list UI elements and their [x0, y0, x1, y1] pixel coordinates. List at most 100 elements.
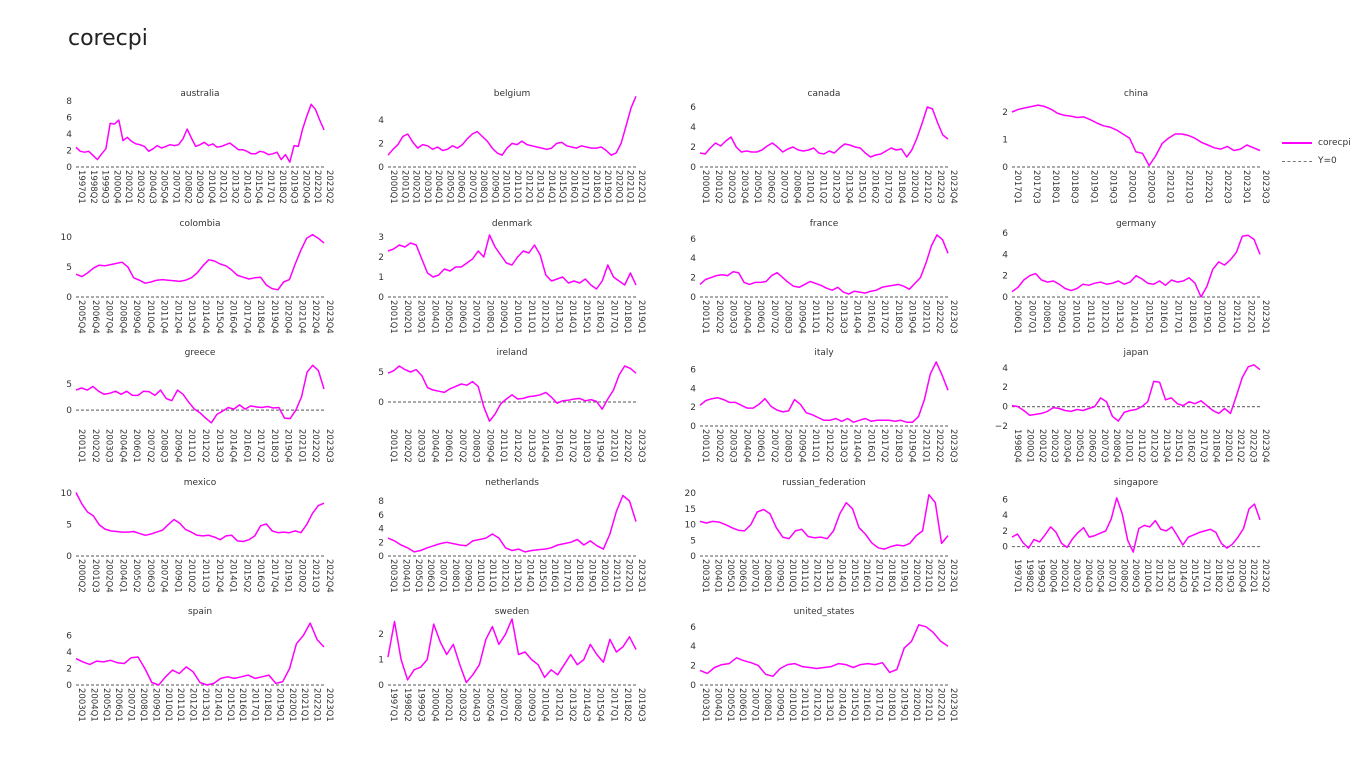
- x-tick-label: 2021Q1: [920, 429, 930, 463]
- x-tick-label: 2006Q3: [145, 559, 155, 593]
- x-tick-label: 2022Q4: [310, 300, 320, 334]
- x-tick-label: 2015Q1: [1143, 300, 1153, 334]
- x-tick-label: 2022Q3: [1248, 429, 1258, 463]
- y-tick-label: 0: [1002, 403, 1008, 413]
- y-tick-label: 0: [1002, 293, 1008, 303]
- x-tick-label: 2005Q1: [1074, 429, 1084, 463]
- y-tick-label: 0: [378, 681, 384, 691]
- x-tick-label: 2023Q1: [1260, 300, 1270, 334]
- x-tick-label: 1998Q2: [1024, 559, 1034, 593]
- x-tick-label: 2006Q1: [443, 429, 453, 463]
- x-tick-label: 2017Q1: [874, 559, 884, 593]
- x-tick-label: 2009Q1: [774, 688, 784, 722]
- x-tick-label: 2013Q3: [526, 429, 536, 463]
- series-line-corecpi: [699, 624, 949, 678]
- x-tick-label: 2009Q4: [172, 429, 182, 463]
- series-line-corecpi: [1011, 497, 1261, 553]
- subplot-title: netherlands: [485, 478, 539, 488]
- x-tick-label: 2016Q3: [255, 559, 265, 593]
- x-tick-label: 2003Q1: [76, 688, 86, 722]
- x-tick-label: 2017Q2: [567, 429, 577, 463]
- x-tick-label: 2001Q2: [713, 170, 723, 204]
- x-tick-label: 2018Q3: [1069, 170, 1079, 204]
- x-tick-label: 2015Q1: [857, 170, 867, 204]
- x-tick-label: 2007Q2: [145, 429, 155, 463]
- x-tick-label: 2018Q2: [277, 170, 287, 204]
- x-tick-label: 2012Q1: [1154, 559, 1164, 593]
- page-title: corecpi: [68, 26, 148, 51]
- series-line-corecpi: [699, 234, 949, 295]
- x-tick-label: 1998Q2: [402, 688, 412, 722]
- y-tick-label: 6: [66, 632, 72, 642]
- y-tick-label: 2: [378, 139, 384, 149]
- y-tick-label: 4: [1002, 511, 1008, 521]
- y-tick-label: 0: [690, 293, 696, 303]
- y-tick-label: 20: [685, 489, 697, 499]
- x-tick-label: 2017Q1: [250, 688, 260, 722]
- x-tick-label: 2021Q1: [296, 429, 306, 463]
- x-tick-label: 2004Q4: [741, 300, 751, 334]
- legend-item-corecpi[interactable]: corecpi: [1282, 134, 1351, 152]
- x-tick-label: 2005Q4: [484, 688, 494, 722]
- x-tick-label: 2011Q2: [1136, 429, 1146, 463]
- x-tick-label: 2016Q1: [549, 559, 559, 593]
- x-tick-label: 2020Q3: [1146, 170, 1156, 204]
- x-tick-label: 2008Q2: [182, 170, 192, 204]
- x-tick-label: 2012Q1: [218, 170, 228, 204]
- x-tick-label: 2007Q2: [769, 429, 779, 463]
- y-tick-label: 1: [378, 273, 384, 283]
- series-line-corecpi: [699, 106, 949, 158]
- x-tick-label: 2008Q1: [1041, 300, 1051, 334]
- subplot-united_states: united_states 0 2 4 6 2003Q1 2004Q1 2005Q1 2006Q…: [690, 607, 958, 722]
- x-tick-label: 2011Q1: [487, 559, 497, 593]
- x-tick-label: 2022Q1: [1203, 170, 1213, 204]
- x-tick-label: 2011Q1: [175, 688, 185, 722]
- x-tick-label: 2014Q3: [1177, 559, 1187, 593]
- x-tick-label: 2019Q1: [898, 688, 908, 722]
- x-tick-label: 2023Q1: [1241, 170, 1251, 204]
- x-tick-label: 2017Q1: [608, 688, 618, 722]
- x-tick-label: 2016Q1: [865, 300, 875, 334]
- x-tick-label: 2010Q1: [163, 688, 173, 722]
- x-tick-label: 2012Q1: [1100, 300, 1110, 334]
- x-tick-label: 2006Q2: [1086, 429, 1096, 463]
- x-tick-label: 2023Q3: [948, 300, 958, 334]
- x-tick-label: 2007Q1: [126, 688, 136, 722]
- x-tick-label: 2007Q2: [457, 429, 467, 463]
- x-tick-label: 2014Q4: [200, 300, 210, 334]
- y-tick-label: 2: [1002, 383, 1008, 393]
- y-tick-label: 0: [378, 163, 384, 173]
- x-tick-label: 2016Q1: [861, 559, 871, 593]
- x-tick-label: 2005Q1: [443, 300, 453, 334]
- x-tick-label: 2023Q3: [1260, 170, 1270, 204]
- y-tick-label: 6: [690, 623, 696, 633]
- x-tick-label: 2012Q1: [553, 688, 563, 722]
- x-tick-label: 2007Q2: [769, 300, 779, 334]
- x-tick-label: 2022Q1: [636, 170, 646, 204]
- x-tick-label: 2020Q1: [909, 170, 919, 204]
- x-tick-label: 2019Q1: [586, 559, 596, 593]
- x-tick-label: 2019Q1: [636, 300, 646, 334]
- x-tick-label: 2020Q1: [911, 559, 921, 593]
- y-tick-label: 2: [378, 253, 384, 263]
- x-tick-label: 2020Q4: [300, 170, 310, 204]
- x-tick-label: 2016Q4: [228, 300, 238, 334]
- subplot-belgium: belgium 0 2 4 2000Q1 2001Q1 2002Q1 2003Q1 2004Q1…: [378, 89, 646, 204]
- x-tick-label: 2013Q1: [1114, 300, 1124, 334]
- x-tick-label: 2021Q1: [923, 688, 933, 722]
- x-tick-label: 2000Q4: [1047, 559, 1057, 593]
- series-line-corecpi: [699, 493, 949, 550]
- subplot-france: france 0 2 4 6 2001Q1 2002Q2 2003Q3 2004Q4 2006Q1…: [690, 219, 958, 334]
- y-tick-label: 6: [690, 235, 696, 245]
- legend-item-y0[interactable]: Y=0: [1282, 152, 1351, 170]
- y-tick-label: 0: [1002, 163, 1008, 173]
- x-tick-label: 2014Q1: [836, 688, 846, 722]
- x-tick-label: 2002Q1: [411, 170, 421, 204]
- x-tick-label: 2011Q3: [200, 559, 210, 593]
- subplot-mexico: mexico 0 5 10 2000Q2 2001Q3 2002Q4 2004Q1 2005Q2…: [61, 478, 334, 593]
- x-tick-label: 2004Q1: [400, 559, 410, 593]
